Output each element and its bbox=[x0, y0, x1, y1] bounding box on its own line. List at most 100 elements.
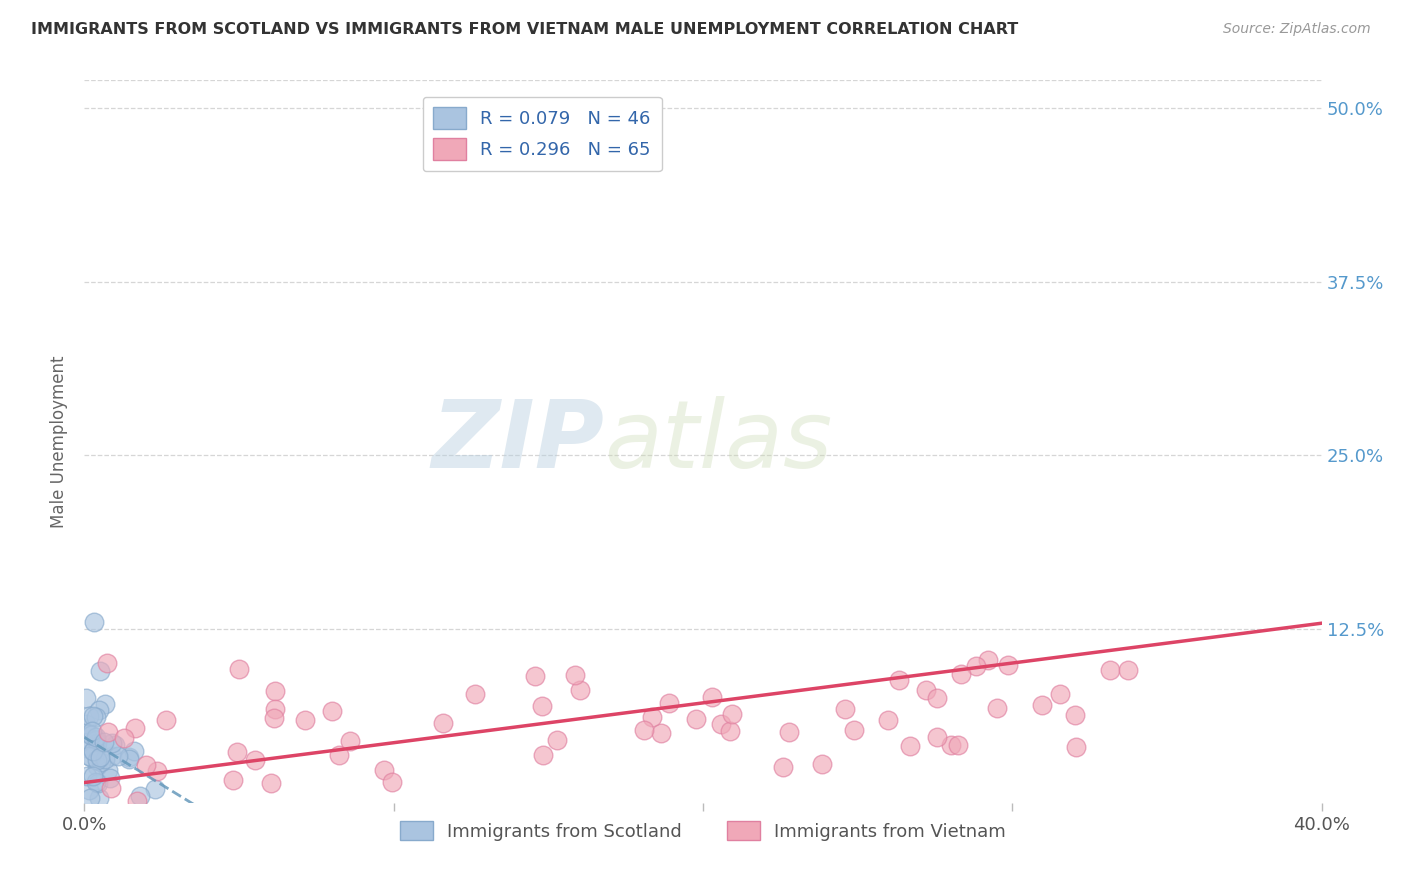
Point bbox=[900, 739, 922, 753]
Point bbox=[568, 682, 591, 697]
Point bbox=[89, 750, 111, 764]
Point bbox=[82, 769, 104, 783]
Point bbox=[84, 775, 107, 789]
Point bbox=[75, 717, 97, 731]
Point bbox=[79, 791, 101, 805]
Point bbox=[263, 711, 285, 725]
Point bbox=[772, 760, 794, 774]
Y-axis label: Male Unemployment: Male Unemployment bbox=[51, 355, 69, 528]
Point bbox=[925, 690, 948, 705]
Point bbox=[633, 723, 655, 737]
Point bbox=[103, 738, 125, 752]
Point bbox=[328, 747, 350, 762]
Point bbox=[339, 733, 361, 747]
Point bbox=[939, 738, 962, 752]
Point bbox=[75, 740, 97, 755]
Point bbox=[650, 725, 672, 739]
Point bbox=[75, 726, 97, 740]
Point bbox=[112, 731, 135, 745]
Point bbox=[82, 743, 104, 757]
Point bbox=[294, 713, 316, 727]
Point bbox=[79, 749, 101, 764]
Point bbox=[810, 756, 832, 771]
Point bbox=[82, 723, 104, 738]
Point bbox=[118, 750, 141, 764]
Point bbox=[641, 710, 664, 724]
Point bbox=[82, 744, 104, 758]
Point bbox=[82, 708, 104, 723]
Point bbox=[84, 731, 107, 746]
Point bbox=[243, 753, 266, 767]
Point bbox=[1063, 708, 1085, 723]
Point bbox=[948, 738, 970, 752]
Point bbox=[834, 702, 856, 716]
Point bbox=[77, 709, 100, 723]
Point bbox=[143, 782, 166, 797]
Text: atlas: atlas bbox=[605, 396, 832, 487]
Point bbox=[79, 739, 101, 754]
Point bbox=[107, 748, 129, 763]
Point bbox=[264, 684, 287, 698]
Point bbox=[658, 696, 681, 710]
Point bbox=[124, 721, 146, 735]
Point bbox=[84, 730, 107, 744]
Point bbox=[1064, 740, 1087, 755]
Point bbox=[90, 755, 112, 769]
Point bbox=[77, 749, 100, 764]
Point bbox=[432, 716, 454, 731]
Point bbox=[718, 723, 741, 738]
Point bbox=[221, 772, 243, 787]
Point bbox=[80, 728, 103, 742]
Point bbox=[146, 764, 169, 778]
Point bbox=[564, 668, 586, 682]
Legend: Immigrants from Scotland, Immigrants from Vietnam: Immigrants from Scotland, Immigrants fro… bbox=[394, 814, 1012, 848]
Point bbox=[75, 690, 97, 705]
Point bbox=[914, 683, 936, 698]
Point bbox=[129, 789, 152, 803]
Point bbox=[94, 697, 117, 711]
Point bbox=[89, 664, 111, 678]
Text: IMMIGRANTS FROM SCOTLAND VS IMMIGRANTS FROM VIETNAM MALE UNEMPLOYMENT CORRELATIO: IMMIGRANTS FROM SCOTLAND VS IMMIGRANTS F… bbox=[31, 22, 1018, 37]
Point bbox=[531, 699, 554, 714]
Point bbox=[1099, 663, 1122, 677]
Point bbox=[97, 764, 120, 778]
Point bbox=[87, 775, 110, 789]
Point bbox=[101, 748, 124, 763]
Point bbox=[264, 702, 287, 716]
Point bbox=[700, 690, 723, 705]
Point bbox=[86, 753, 108, 767]
Point bbox=[86, 736, 108, 750]
Point bbox=[524, 669, 547, 683]
Point bbox=[259, 776, 281, 790]
Point bbox=[778, 725, 800, 739]
Point bbox=[96, 656, 118, 670]
Point bbox=[380, 775, 402, 789]
Point bbox=[986, 701, 1008, 715]
Point bbox=[546, 733, 568, 747]
Point bbox=[97, 724, 120, 739]
Point bbox=[531, 748, 554, 763]
Point bbox=[997, 657, 1019, 672]
Point bbox=[1049, 687, 1071, 701]
Point bbox=[93, 734, 115, 748]
Point bbox=[83, 615, 105, 630]
Point bbox=[122, 744, 145, 758]
Point bbox=[87, 790, 110, 805]
Point bbox=[321, 704, 343, 718]
Point bbox=[965, 659, 987, 673]
Point bbox=[100, 780, 122, 795]
Point bbox=[228, 662, 250, 676]
Point bbox=[710, 716, 733, 731]
Point bbox=[76, 769, 98, 783]
Point bbox=[1118, 664, 1140, 678]
Point bbox=[949, 667, 972, 681]
Point bbox=[135, 757, 157, 772]
Point bbox=[226, 745, 249, 759]
Point bbox=[87, 703, 110, 717]
Point bbox=[86, 710, 108, 724]
Point bbox=[373, 763, 395, 777]
Point bbox=[685, 712, 707, 726]
Point bbox=[720, 707, 742, 722]
Point bbox=[77, 782, 100, 797]
Point bbox=[125, 794, 148, 808]
